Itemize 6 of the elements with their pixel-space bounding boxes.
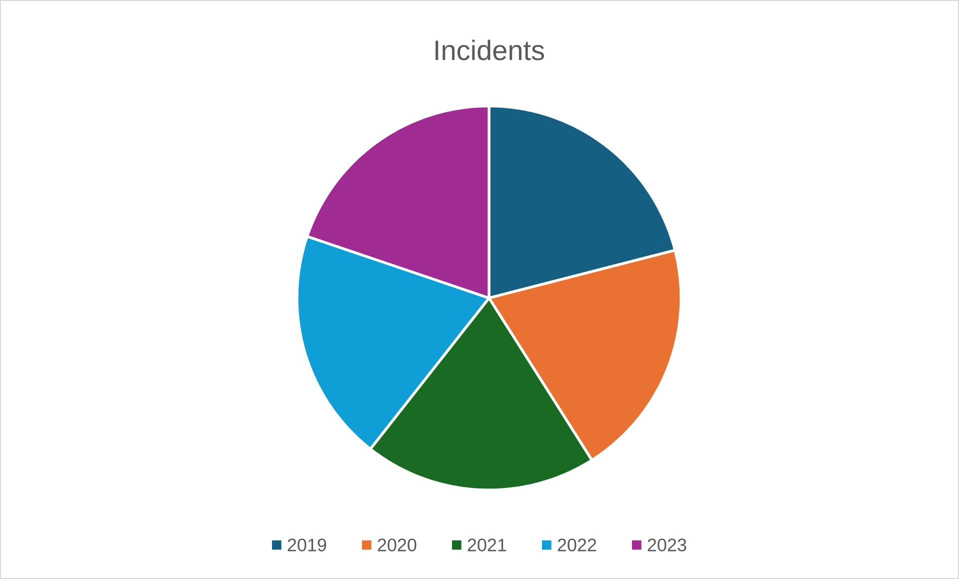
chart-title: Incidents — [436, 40, 544, 60]
legend-label: 2020 — [378, 538, 416, 552]
legend-label: 2022 — [558, 538, 596, 552]
legend-label: 2019 — [288, 538, 326, 552]
legend-label: 2023 — [648, 538, 686, 552]
legend-label: 2021 — [468, 538, 506, 552]
